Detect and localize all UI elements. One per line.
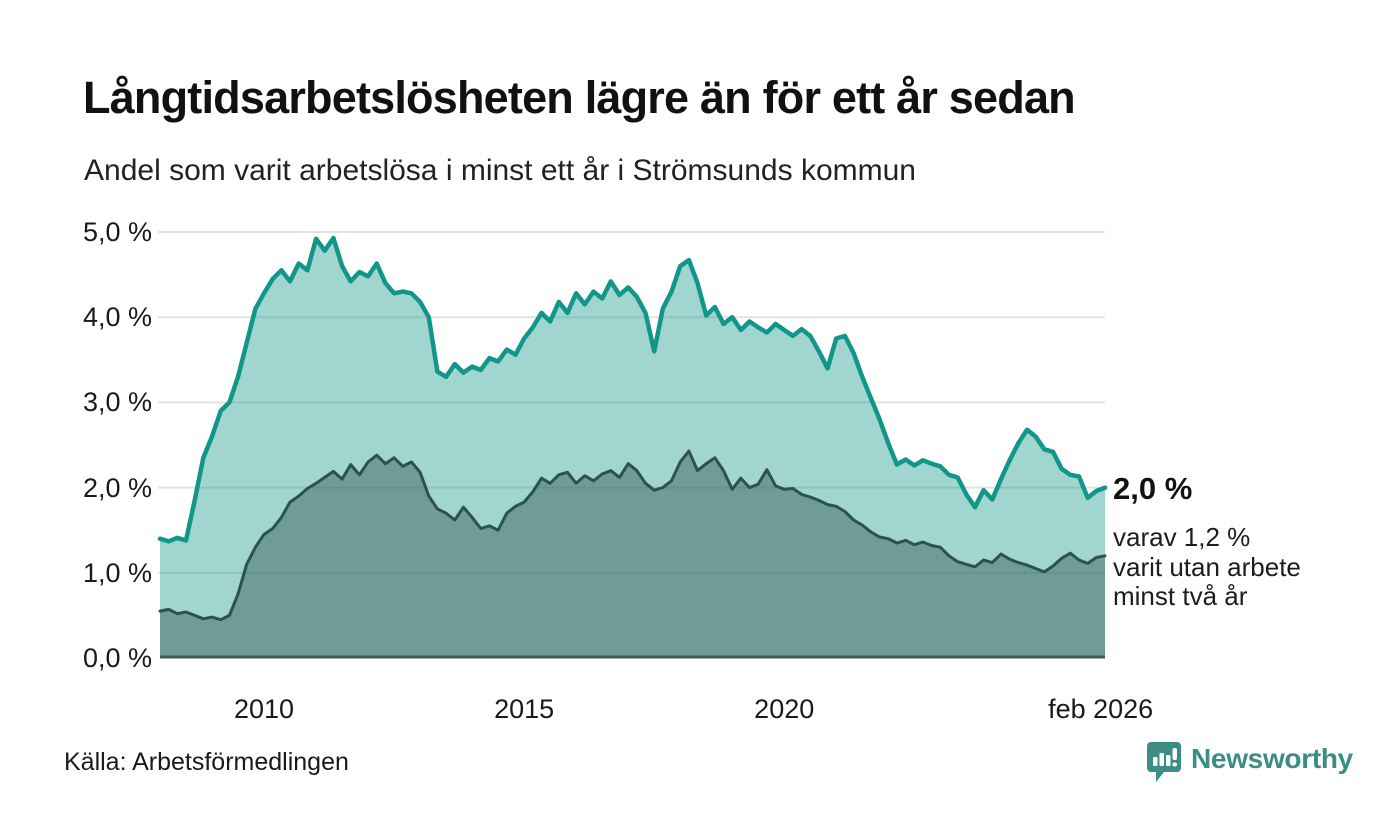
- y-tick-label: 4,0 %: [82, 302, 152, 333]
- page-subtitle: Andel som varit arbetslösa i minst ett å…: [84, 154, 916, 187]
- end-annotation: 2,0 % varav 1,2 % varit utan arbete mins…: [1113, 471, 1301, 612]
- end-annotation-text: varav 1,2 % varit utan arbete minst två …: [1113, 522, 1301, 612]
- x-tick-label: 2020: [754, 694, 815, 724]
- newsworthy-wordmark: Newsworthy: [1191, 743, 1353, 774]
- end-value-label: 2,0 %: [1113, 471, 1193, 506]
- end-annotation-line: varit utan arbete: [1113, 551, 1301, 582]
- area-series-2: [160, 451, 1105, 658]
- y-tick-label: 3,0 %: [82, 387, 152, 418]
- line-series-1: [157, 235, 1108, 544]
- area-series-1: [160, 238, 1105, 658]
- end-annotation-line: minst två år: [1113, 581, 1248, 611]
- x-tick-label: 2010: [233, 694, 295, 724]
- source-note: Källa: Arbetsförmedlingen: [64, 748, 349, 776]
- page-title: Långtidsarbetslösheten lägre än för ett …: [83, 72, 1076, 123]
- x-tick-label: feb 2026: [1048, 694, 1154, 724]
- newsworthy-bar-chart-bubble-icon: [1147, 742, 1181, 782]
- y-tick-label: 1,0 %: [82, 557, 152, 588]
- newsworthy-logo: Newsworthy: [1146, 741, 1353, 783]
- end-annotation-line: varav 1,2 %: [1113, 522, 1251, 552]
- x-tick-label: 2015: [494, 694, 555, 724]
- line-series-2: [158, 449, 1107, 622]
- y-tick-label: 2,0 %: [82, 472, 152, 503]
- y-tick-label: 5,0 %: [82, 217, 152, 247]
- y-tick-label: 0,0 %: [82, 643, 152, 673]
